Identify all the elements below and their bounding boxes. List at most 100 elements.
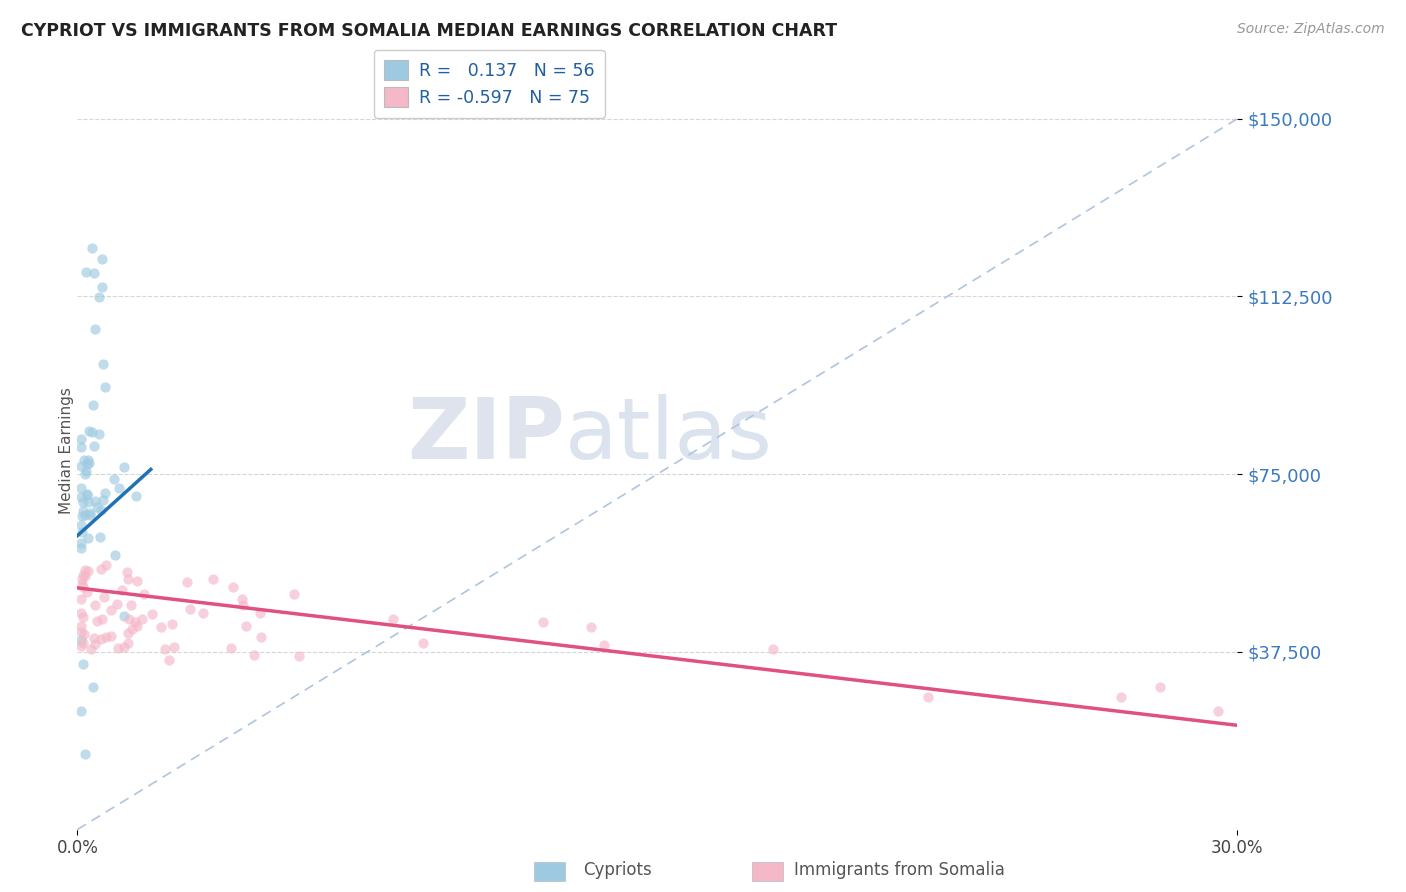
Point	[70, 592, 93, 607]
Point	[87, 426, 110, 441]
Point	[76, 457, 98, 471]
Point	[72, 636, 94, 650]
Point	[107, 481, 129, 495]
Point	[91, 357, 114, 371]
Point	[125, 489, 148, 503]
Point	[70, 541, 93, 555]
Point	[70, 633, 93, 648]
Point	[134, 587, 156, 601]
Point	[91, 612, 114, 626]
Point	[157, 653, 180, 667]
Point	[70, 440, 93, 454]
Point	[117, 636, 139, 650]
Point	[249, 606, 271, 620]
Point	[1206, 704, 1229, 718]
Point	[125, 574, 148, 588]
Text: CYPRIOT VS IMMIGRANTS FROM SOMALIA MEDIAN EARNINGS CORRELATION CHART: CYPRIOT VS IMMIGRANTS FROM SOMALIA MEDIA…	[21, 22, 837, 40]
Point	[103, 472, 125, 486]
Point	[79, 508, 101, 523]
Point	[72, 509, 94, 524]
Point	[593, 638, 616, 652]
Point	[121, 622, 143, 636]
Point	[70, 639, 93, 653]
Point	[242, 648, 264, 662]
Point	[76, 487, 98, 501]
Point	[70, 458, 93, 473]
Point	[221, 580, 243, 594]
Point	[250, 631, 273, 645]
Point	[75, 464, 97, 478]
Point	[83, 631, 105, 645]
Point	[160, 617, 183, 632]
Point	[231, 591, 253, 606]
Point	[94, 630, 117, 644]
Point	[193, 606, 215, 620]
Point	[73, 627, 96, 641]
Point	[91, 493, 114, 508]
Point	[73, 467, 96, 481]
Y-axis label: Median Earnings: Median Earnings	[59, 387, 73, 514]
Point	[77, 495, 100, 509]
Point	[86, 614, 108, 628]
Point	[80, 425, 103, 440]
Point	[90, 562, 112, 576]
Point	[76, 585, 98, 599]
Point	[82, 399, 104, 413]
Point	[100, 629, 122, 643]
Point	[82, 241, 104, 255]
Point	[917, 690, 939, 704]
Point	[131, 612, 153, 626]
Point	[115, 565, 138, 579]
Point	[117, 572, 139, 586]
Point	[83, 637, 105, 651]
Point	[117, 626, 139, 640]
Point	[141, 607, 163, 621]
Point	[72, 568, 94, 582]
Point	[72, 610, 94, 624]
Point	[70, 490, 93, 504]
Text: Cypriots: Cypriots	[583, 861, 652, 879]
Point	[288, 648, 311, 663]
Point	[163, 640, 186, 654]
Point	[179, 602, 201, 616]
Point	[155, 641, 177, 656]
Point	[531, 615, 554, 630]
Point	[89, 290, 111, 304]
Point	[72, 494, 94, 508]
Point	[70, 432, 93, 446]
Point	[70, 572, 93, 586]
Point	[77, 453, 100, 467]
Point	[235, 619, 257, 633]
Point	[105, 597, 128, 611]
Text: Source: ZipAtlas.com: Source: ZipAtlas.com	[1237, 22, 1385, 37]
Point	[70, 481, 93, 495]
Point	[90, 502, 112, 516]
Point	[70, 576, 93, 591]
Point	[83, 266, 105, 280]
Point	[84, 598, 107, 612]
Point	[79, 456, 101, 470]
Point	[89, 530, 111, 544]
Text: ZIP: ZIP	[406, 393, 565, 477]
Point	[232, 599, 254, 613]
Point	[96, 558, 118, 572]
Point	[75, 265, 97, 279]
Point	[70, 536, 93, 550]
Point	[94, 485, 117, 500]
Point	[82, 681, 104, 695]
Point	[112, 609, 135, 624]
Point	[149, 620, 172, 634]
Point	[1111, 690, 1133, 704]
Legend: R =   0.137   N = 56, R = -0.597   N = 75: R = 0.137 N = 56, R = -0.597 N = 75	[374, 50, 605, 118]
Point	[70, 517, 93, 532]
Point	[110, 583, 132, 598]
Point	[70, 624, 93, 639]
Point	[77, 424, 100, 438]
Point	[114, 640, 136, 655]
Point	[90, 632, 112, 647]
Point	[762, 642, 785, 657]
Point	[80, 641, 103, 656]
Point	[70, 524, 93, 539]
Point	[86, 500, 108, 515]
Point	[382, 612, 405, 626]
